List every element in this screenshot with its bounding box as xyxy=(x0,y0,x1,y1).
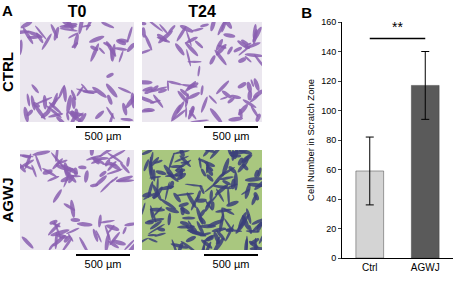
svg-text:0: 0 xyxy=(331,253,336,263)
svg-text:AGWJ: AGWJ xyxy=(0,178,16,223)
svg-text:B: B xyxy=(301,4,312,21)
svg-text:160: 160 xyxy=(321,17,336,27)
svg-text:A: A xyxy=(2,2,13,19)
svg-text:Cell Number in Scratch Zone: Cell Number in Scratch Zone xyxy=(305,79,316,201)
svg-text:Ctrl: Ctrl xyxy=(362,262,378,273)
svg-text:500 µm: 500 µm xyxy=(213,258,250,270)
svg-text:CTRL: CTRL xyxy=(0,52,16,92)
svg-text:T0: T0 xyxy=(68,3,87,20)
svg-text:**: ** xyxy=(392,19,403,35)
svg-text:100: 100 xyxy=(321,106,336,116)
svg-text:500 µm: 500 µm xyxy=(85,258,122,270)
svg-text:140: 140 xyxy=(321,47,336,57)
svg-text:T24: T24 xyxy=(188,3,216,20)
svg-text:120: 120 xyxy=(321,76,336,86)
svg-text:AGWJ: AGWJ xyxy=(411,262,440,273)
svg-text:60: 60 xyxy=(326,165,336,175)
svg-text:500 µm: 500 µm xyxy=(85,130,122,142)
svg-text:20: 20 xyxy=(326,224,336,234)
svg-text:500 µm: 500 µm xyxy=(213,130,250,142)
svg-text:40: 40 xyxy=(326,194,336,204)
svg-text:80: 80 xyxy=(326,135,336,145)
